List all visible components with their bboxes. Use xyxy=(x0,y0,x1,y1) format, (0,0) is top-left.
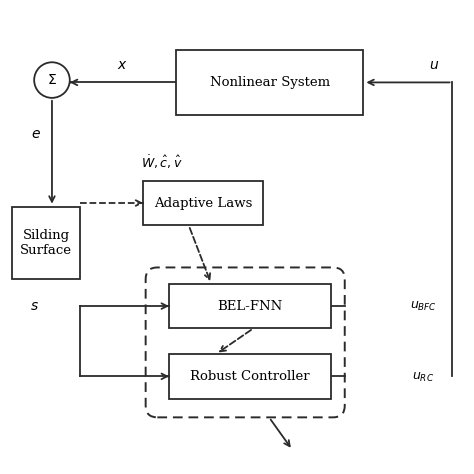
Text: Nonlinear System: Nonlinear System xyxy=(210,76,330,89)
FancyBboxPatch shape xyxy=(169,354,331,399)
FancyBboxPatch shape xyxy=(176,50,364,115)
Text: BEL-FNN: BEL-FNN xyxy=(217,300,283,312)
Text: $u_{RC}$: $u_{RC}$ xyxy=(412,371,434,384)
Text: Silding
Surface: Silding Surface xyxy=(20,229,72,257)
Text: Adaptive Laws: Adaptive Laws xyxy=(154,197,252,210)
Text: Robust Controller: Robust Controller xyxy=(190,370,310,383)
Text: $s$: $s$ xyxy=(30,299,39,313)
Text: $e$: $e$ xyxy=(31,127,41,141)
Text: $u$: $u$ xyxy=(428,58,439,72)
Text: $u_{BFC}$: $u_{BFC}$ xyxy=(410,300,438,313)
Text: $\dot{W}, \hat{c}, \hat{v}$: $\dot{W}, \hat{c}, \hat{v}$ xyxy=(141,153,182,171)
Text: $x$: $x$ xyxy=(117,58,128,72)
Text: $\Sigma$: $\Sigma$ xyxy=(47,73,57,87)
FancyBboxPatch shape xyxy=(12,207,80,279)
FancyBboxPatch shape xyxy=(143,181,263,225)
FancyBboxPatch shape xyxy=(169,284,331,328)
